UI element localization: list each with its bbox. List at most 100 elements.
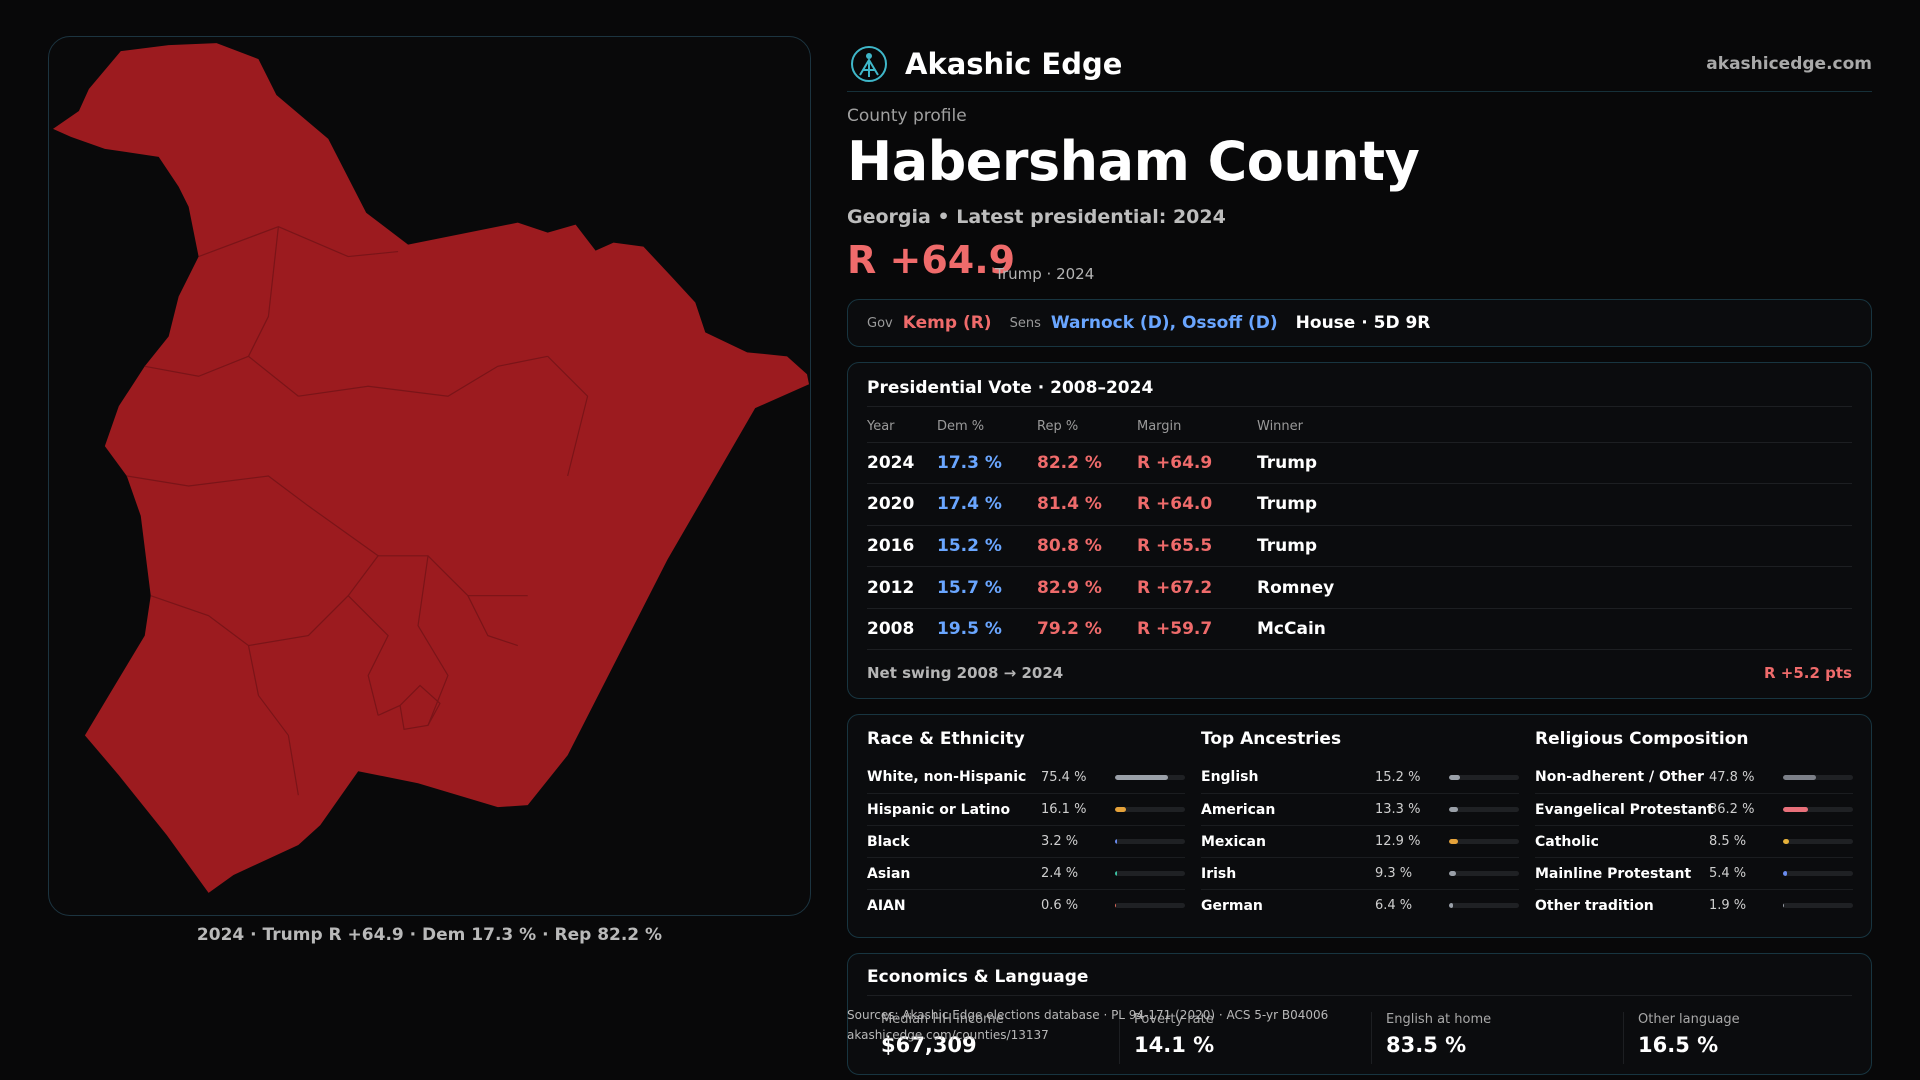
presidential-vote-card: Presidential Vote · 2008–2024 Year Dem %… <box>847 362 1872 699</box>
row-rep: 81.4 % <box>1037 483 1137 526</box>
other-language-stat: Other language 16.5 % <box>1623 1012 1875 1064</box>
demo-bar-fill <box>1115 774 1168 780</box>
net-swing-label: Net swing 2008 → 2024 <box>867 664 1064 682</box>
demo-value: 16.1 % <box>1041 802 1087 817</box>
demo-label: Catholic <box>1535 833 1599 850</box>
county-map <box>52 43 810 893</box>
row-year: 2012 <box>867 566 937 609</box>
demo-row: Mexican 12.9 % <box>1201 825 1519 857</box>
demo-bar-fill <box>1115 903 1116 908</box>
race-title: Race & Ethnicity <box>867 729 1025 749</box>
table-row[interactable]: 2016 15.2 % 80.8 % R +65.5 Trump <box>867 525 1852 568</box>
county-shape[interactable] <box>52 43 810 893</box>
brand-name: Akashic Edge <box>905 46 1123 81</box>
presidential-title: Presidential Vote · 2008–2024 <box>867 378 1154 398</box>
table-row[interactable]: 2012 15.7 % 82.9 % R +67.2 Romney <box>867 566 1852 609</box>
stat-label: Poverty rate <box>1134 1012 1214 1027</box>
demo-bar-fill <box>1783 871 1787 876</box>
demo-bar-track <box>1115 774 1185 780</box>
ancestry-section: Top Ancestries English 15.2 % American 13.3… <box>1201 729 1519 921</box>
demo-label: Asian <box>867 865 911 882</box>
demo-row: Other tradition 1.9 % <box>1535 889 1853 921</box>
demo-bar-track <box>1115 903 1185 908</box>
table-row[interactable]: 2024 17.3 % 82.2 % R +64.9 Trump <box>867 442 1852 485</box>
row-winner: Romney <box>1257 566 1852 609</box>
demo-bar-fill <box>1449 807 1459 812</box>
row-margin: R +59.7 <box>1137 608 1257 651</box>
row-margin: R +67.2 <box>1137 566 1257 609</box>
demo-label: Mexican <box>1201 833 1266 850</box>
demo-label: Other tradition <box>1535 897 1654 914</box>
precinct-boundaries <box>126 226 589 796</box>
row-rep: 80.8 % <box>1037 525 1137 568</box>
religion-title: Religious Composition <box>1535 729 1749 749</box>
demo-value: 13.3 % <box>1375 802 1421 817</box>
sens-label: Sens <box>1009 315 1041 331</box>
row-rep: 82.2 % <box>1037 442 1137 485</box>
demo-label: Hispanic or Latino <box>867 801 1011 818</box>
demo-bar-fill <box>1115 807 1127 812</box>
col-margin: Margin <box>1137 411 1257 443</box>
religion-section: Religious Composition Non-adherent / Oth… <box>1535 729 1853 921</box>
row-winner: McCain <box>1257 608 1852 651</box>
demo-bar-fill <box>1115 839 1118 844</box>
demo-row: White, non-Hispanic 75.4 % <box>867 761 1185 793</box>
ancestry-title: Top Ancestries <box>1201 729 1342 749</box>
demo-bar-track <box>1115 871 1185 876</box>
col-winner: Winner <box>1257 411 1852 443</box>
stat-value: 16.5 % <box>1638 1033 1719 1057</box>
row-winner: Trump <box>1257 525 1852 568</box>
page-title: Habersham County <box>847 130 1420 193</box>
row-winner: Trump <box>1257 442 1852 485</box>
row-margin: R +65.5 <box>1137 525 1257 568</box>
sources-text: Sources: Akashic Edge elections database… <box>847 1008 1329 1022</box>
demo-bar-track <box>1783 871 1853 876</box>
row-year: 2016 <box>867 525 937 568</box>
demo-value: 2.4 % <box>1041 866 1079 881</box>
col-year: Year <box>867 411 937 443</box>
map-caption: 2024 · Trump R +64.9 · Dem 17.3 % · Rep … <box>196 925 663 945</box>
demo-value: 1.9 % <box>1709 898 1747 913</box>
officials-card: Gov Kemp (R) Sens Warnock (D), Ossoff (D… <box>847 299 1872 347</box>
demo-bar-track <box>1115 807 1185 812</box>
akashic-logo-icon[interactable] <box>849 44 889 84</box>
site-header: Akashic Edge akashicedge.com <box>847 36 1872 92</box>
demo-bar-track <box>1783 774 1853 780</box>
demo-label: Irish <box>1201 865 1237 882</box>
demo-label: American <box>1201 801 1276 818</box>
demo-value: 75.4 % <box>1041 769 1087 785</box>
county-profile-column: Akashic Edge akashicedge.com County prof… <box>847 0 1872 1080</box>
table-row[interactable]: 2008 19.5 % 79.2 % R +59.7 McCain <box>867 608 1852 651</box>
demo-bar-track <box>1783 903 1853 908</box>
demo-row: Non-adherent / Other 47.8 % <box>1535 761 1853 793</box>
demo-row: Mainline Protestant 5.4 % <box>1535 857 1853 889</box>
stat-label: Median HH income <box>881 1012 1004 1027</box>
demo-bar-fill <box>1783 774 1817 780</box>
demo-label: English <box>1201 769 1259 785</box>
poverty-rate-stat: Poverty rate 14.1 % <box>1119 1012 1371 1064</box>
governor-value: Kemp (R) <box>902 313 992 333</box>
demo-value: 9.3 % <box>1375 866 1413 881</box>
row-rep: 82.9 % <box>1037 566 1137 609</box>
county-url-link[interactable]: akashicedge.com/counties/13137 <box>847 1028 1049 1042</box>
demo-bar-fill <box>1783 807 1809 812</box>
demo-bar-track <box>1449 807 1519 812</box>
divider <box>867 406 1852 407</box>
site-url-link[interactable]: akashicedge.com <box>1706 53 1872 74</box>
table-row[interactable]: 2020 17.4 % 81.4 % R +64.0 Trump <box>867 483 1852 526</box>
demo-bar-track <box>1449 839 1519 844</box>
demo-bar-fill <box>1115 871 1117 876</box>
demo-row: AIAN 0.6 % <box>867 889 1185 921</box>
economics-title: Economics & Language <box>867 967 1089 987</box>
demo-row: English 15.2 % <box>1201 761 1519 793</box>
demo-bar-track <box>1449 871 1519 876</box>
row-dem: 15.2 % <box>937 525 1037 568</box>
stat-label: English at home <box>1386 1012 1492 1027</box>
demo-bar-fill <box>1783 903 1785 908</box>
row-year: 2008 <box>867 608 937 651</box>
demo-row: American 13.3 % <box>1201 793 1519 825</box>
demo-value: 36.2 % <box>1709 802 1755 817</box>
sources-footer: Sources: Akashic Edge elections database… <box>847 1005 1328 1045</box>
demo-label: German <box>1201 897 1263 914</box>
demo-bar-fill <box>1449 903 1454 908</box>
